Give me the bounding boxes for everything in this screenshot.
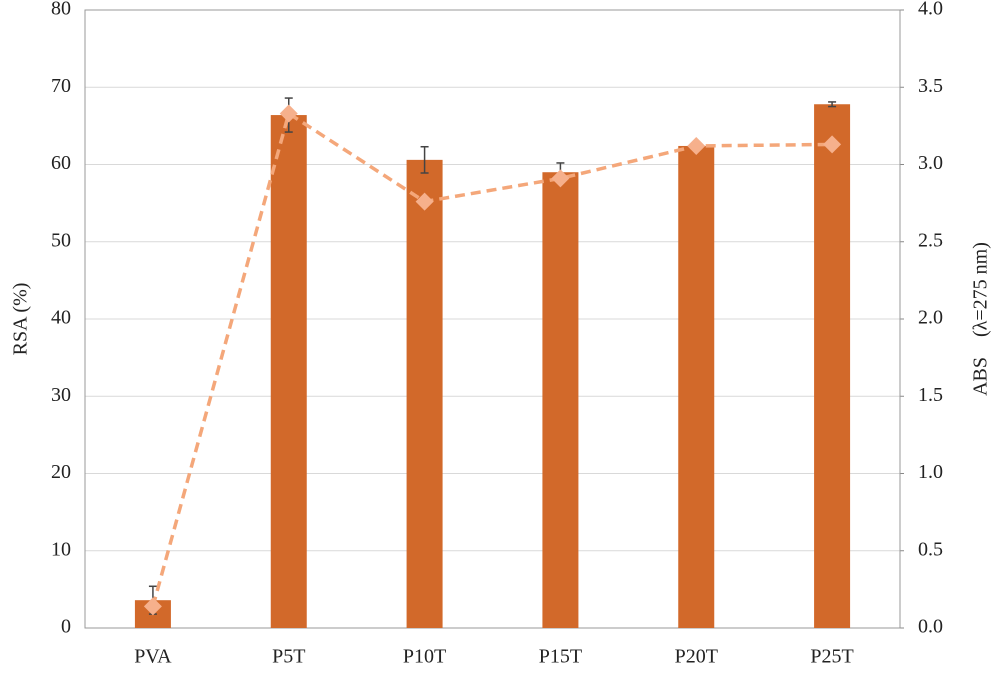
bar bbox=[270, 115, 307, 628]
y-tick-label: 20 bbox=[51, 461, 71, 483]
y-tick-label: 70 bbox=[51, 75, 71, 97]
marker bbox=[823, 135, 842, 154]
y2-tick-label: 3.0 bbox=[918, 152, 943, 174]
y2-tick-label: 2.5 bbox=[918, 229, 943, 251]
marker bbox=[551, 169, 570, 188]
y2-tick-label: 0.5 bbox=[918, 538, 943, 560]
error-bar bbox=[828, 101, 837, 108]
y-tick-label: 10 bbox=[51, 538, 71, 560]
y-axis-label: RSA (%) bbox=[10, 283, 32, 356]
bar bbox=[542, 172, 579, 628]
marker bbox=[687, 136, 706, 155]
y-tick-label: 50 bbox=[51, 229, 71, 251]
y2-axis-label: ABS (λ=275 nm) bbox=[970, 242, 992, 396]
y-tick-label: 40 bbox=[51, 307, 71, 329]
y-tick-label: 80 bbox=[51, 0, 71, 20]
plot-border bbox=[84, 9, 901, 629]
y2-tick-label: 3.5 bbox=[918, 75, 943, 97]
marker bbox=[279, 104, 298, 123]
y2-tick-label: 1.0 bbox=[918, 461, 943, 483]
bar bbox=[814, 104, 851, 629]
y2-tick-label: 0.0 bbox=[918, 616, 943, 638]
y2-tick-label: 1.5 bbox=[918, 384, 943, 406]
y2-tick-label: 2.0 bbox=[918, 307, 943, 329]
y2-tick-label: 4.0 bbox=[918, 0, 943, 20]
marker bbox=[415, 192, 434, 211]
x-tick-label: P25T bbox=[810, 646, 853, 668]
marker bbox=[143, 597, 162, 616]
line bbox=[151, 110, 833, 607]
x-tick-label: P5T bbox=[272, 646, 305, 668]
y-tick-label: 30 bbox=[51, 384, 71, 406]
x-tick-label: P10T bbox=[403, 646, 446, 668]
x-tick-label: PVA bbox=[134, 646, 172, 668]
x-tick-label: P15T bbox=[539, 646, 582, 668]
x-tick-label: P20T bbox=[675, 646, 718, 668]
error-bar bbox=[420, 145, 429, 174]
y-tick-label: 0 bbox=[61, 616, 71, 638]
bar bbox=[406, 159, 443, 629]
y-tick-label: 60 bbox=[51, 152, 71, 174]
bar bbox=[678, 145, 715, 628]
